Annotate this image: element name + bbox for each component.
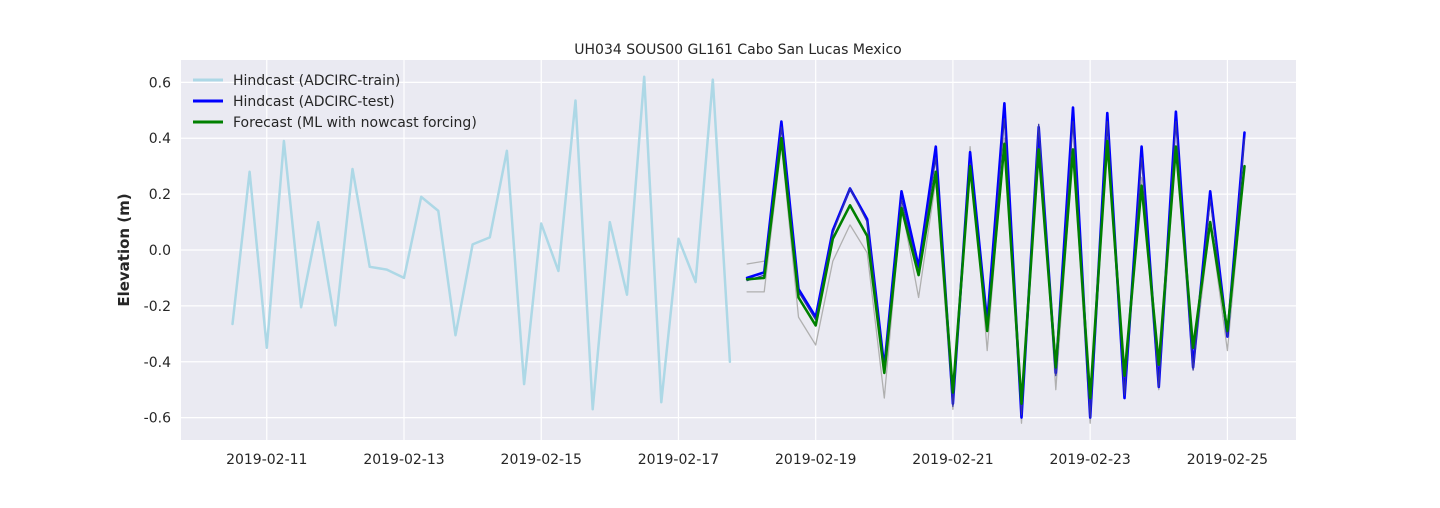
x-tick-label: 2019-02-13: [363, 452, 444, 468]
y-tick-label: 0.2: [149, 187, 171, 203]
y-tick-label: 0.0: [149, 243, 171, 259]
legend: Hindcast (ADCIRC-train) Hindcast (ADCIRC-…: [193, 73, 477, 131]
series-line-forecast: [745, 136, 1246, 406]
x-tick-label: 2019-02-11: [226, 452, 307, 468]
series-line-observed: [746, 260, 765, 265]
y-axis-label: Elevation (m): [115, 193, 133, 306]
y-tick-label: -0.2: [144, 299, 171, 315]
x-tick-label: 2019-02-19: [775, 452, 856, 468]
chart-title: UH034 SOUS00 GL161 Cabo San Lucas Mexico: [574, 42, 901, 58]
x-tick-label: 2019-02-17: [638, 452, 719, 468]
x-tick-label: 2019-02-25: [1187, 452, 1268, 468]
tick-layer: 2019-02-11 2019-02-13 2019-02-15 2019-02-17…: [144, 75, 1268, 468]
series-layer: [231, 75, 1246, 424]
y-tick-label: 0.4: [149, 131, 171, 147]
y-tick-label: -0.4: [144, 355, 171, 371]
y-tick-label: -0.6: [144, 411, 171, 427]
series-line-train: [231, 75, 732, 411]
x-tick-label: 2019-02-23: [1049, 452, 1130, 468]
x-tick-label: 2019-02-15: [501, 452, 582, 468]
legend-label: Hindcast (ADCIRC-test): [233, 94, 395, 110]
legend-label: Forecast (ML with nowcast forcing): [233, 115, 477, 131]
y-tick-label: 0.6: [149, 75, 171, 91]
x-tick-label: 2019-02-21: [912, 452, 993, 468]
grid-layer: [181, 60, 1296, 440]
legend-label: Hindcast (ADCIRC-train): [233, 73, 400, 89]
